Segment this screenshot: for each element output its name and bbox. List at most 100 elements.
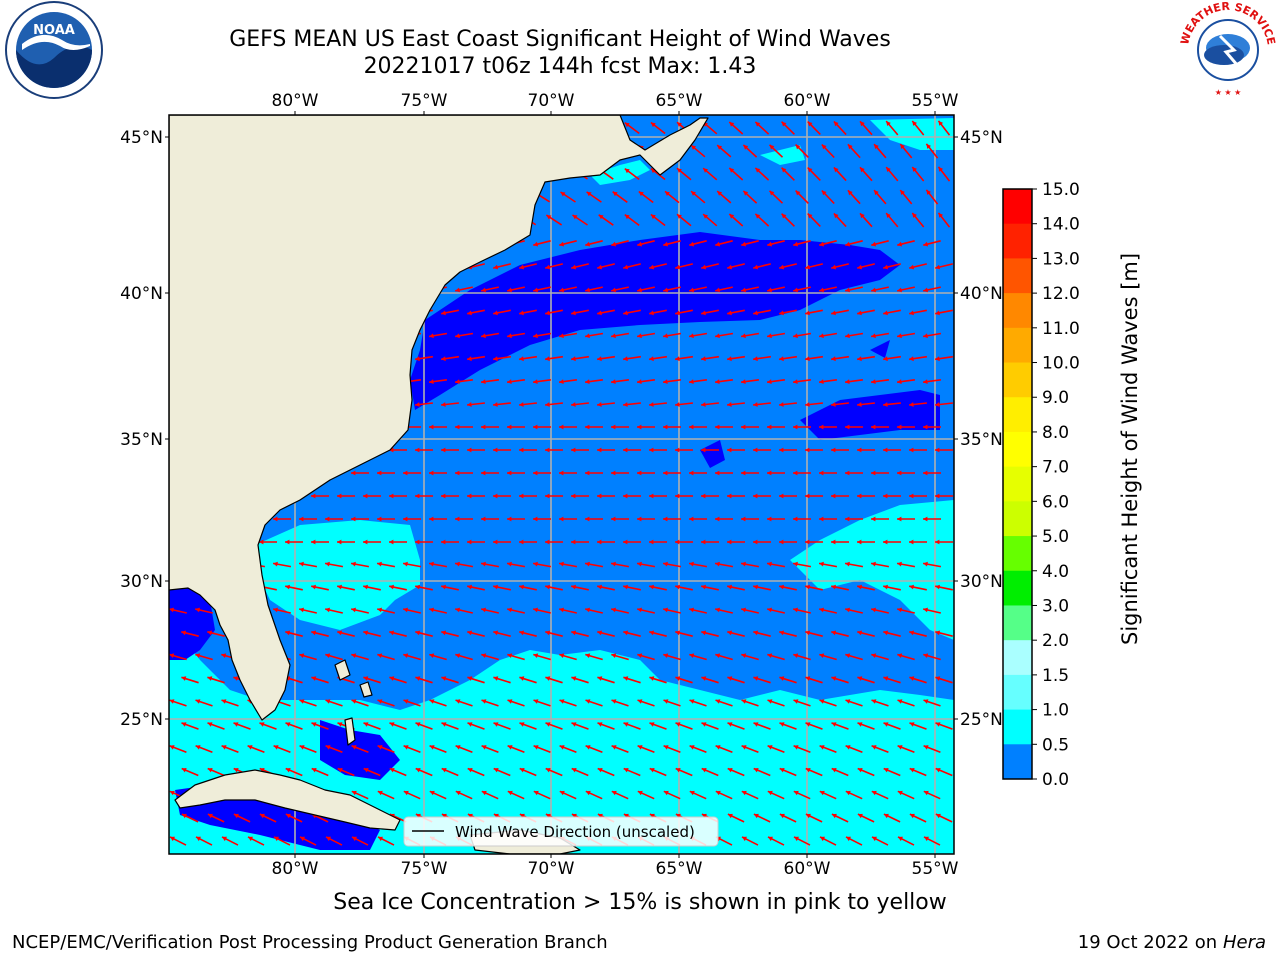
wave-direction-arrowhead bbox=[545, 402, 550, 407]
land-mass-4 bbox=[359, 681, 373, 698]
wave-direction-arrowhead bbox=[833, 167, 839, 173]
wave-direction-arrowhead bbox=[597, 539, 602, 545]
wave-direction-arrowhead bbox=[597, 722, 603, 727]
wave-direction-arrowhead bbox=[233, 768, 239, 773]
wave-direction-arrowhead bbox=[441, 676, 447, 681]
wave-direction-arrowhead bbox=[545, 539, 550, 545]
wave-direction-arrowhead bbox=[909, 402, 914, 407]
wave-direction-arrowhead bbox=[727, 356, 732, 362]
wave-direction-arrowhead bbox=[285, 630, 291, 636]
wave-direction-arrowhead bbox=[351, 745, 357, 750]
wave-direction-arrowhead bbox=[677, 122, 682, 127]
wave-direction-arrowhead bbox=[519, 264, 525, 270]
wave-direction-arrowhead bbox=[429, 470, 434, 476]
wave-direction-arrowhead bbox=[585, 424, 590, 430]
wave-direction-arrowhead bbox=[753, 310, 758, 316]
wave-direction-arrowhead bbox=[481, 424, 486, 430]
wave-direction-arrowhead bbox=[753, 356, 758, 362]
wave-direction-arrowhead bbox=[897, 607, 902, 613]
wave-direction-arrowhead bbox=[715, 790, 721, 796]
wave-direction-arrowhead bbox=[403, 699, 409, 704]
wave-direction-arrowhead bbox=[675, 813, 681, 819]
wave-band-1-1p5-1 bbox=[255, 520, 420, 630]
wave-direction-arrowhead bbox=[675, 768, 681, 773]
lon-label-bottom: 75°W bbox=[401, 859, 448, 879]
wave-direction-arrowhead bbox=[493, 584, 498, 590]
wave-direction-arrowhead bbox=[715, 699, 721, 704]
wave-direction-arrowhead bbox=[805, 584, 810, 590]
wave-direction-arrowhead bbox=[403, 561, 408, 567]
wave-direction-arrowhead bbox=[886, 167, 891, 172]
wave-direction-arrowhead bbox=[923, 561, 928, 567]
wave-direction-arrowhead bbox=[871, 379, 876, 384]
wave-direction-arrowhead bbox=[415, 493, 420, 499]
wave-direction-arrowhead bbox=[663, 699, 669, 704]
wave-direction-arrowhead bbox=[637, 607, 642, 613]
wave-direction-arrowhead bbox=[755, 121, 761, 127]
wave-direction-arrowhead bbox=[378, 836, 383, 842]
wave-direction-arrowhead bbox=[429, 653, 435, 658]
wave-direction-arrowhead bbox=[493, 768, 499, 773]
wave-direction-arrowhead bbox=[689, 241, 695, 247]
wave-direction-arrowhead bbox=[559, 424, 564, 430]
wave-direction-arrowhead bbox=[455, 699, 461, 704]
colorbar-segment bbox=[1003, 223, 1032, 259]
wave-direction-arrowhead bbox=[571, 356, 576, 362]
wave-direction-arrowhead bbox=[874, 144, 879, 150]
wave-direction-arrowhead bbox=[207, 676, 213, 681]
wave-direction-arrowhead bbox=[637, 745, 643, 750]
wave-direction-arrowhead bbox=[650, 122, 656, 128]
wave-direction-arrowhead bbox=[769, 144, 775, 150]
wave-direction-arrowhead bbox=[857, 676, 863, 681]
wave-direction-arrowhead bbox=[831, 676, 837, 681]
wave-direction-arrowhead bbox=[389, 584, 394, 590]
wave-direction-arrowhead bbox=[819, 516, 824, 522]
wave-direction-arrowhead bbox=[845, 379, 850, 384]
wave-direction-arrowhead bbox=[299, 653, 305, 658]
wave-direction-arrowhead bbox=[181, 722, 187, 727]
wave-direction-arrowhead bbox=[805, 722, 811, 727]
wave-direction-arrowhead bbox=[805, 676, 811, 681]
wave-direction-arrowhead bbox=[897, 790, 903, 796]
wave-direction-arrowhead bbox=[351, 470, 356, 476]
wave-direction-arrowhead bbox=[743, 190, 749, 196]
sea-ice-caption: Sea Ice Concentration > 15% is shown in … bbox=[333, 890, 947, 915]
wave-direction-arrowhead bbox=[545, 768, 551, 773]
wave-direction-arrowhead bbox=[429, 424, 434, 430]
wave-direction-arrowhead bbox=[222, 836, 227, 842]
wave-direction-arrowhead bbox=[325, 699, 331, 704]
nws-logo: WEATHER SERVICE ★ ★ ★ bbox=[1178, 0, 1278, 97]
wave-direction-arrowhead bbox=[779, 584, 784, 590]
colorbar-tick-label: 0.5 bbox=[1042, 735, 1069, 755]
wave-direction-arrowhead bbox=[389, 493, 394, 499]
wave-direction-arrowhead bbox=[507, 607, 512, 613]
wave-direction-arrowhead bbox=[831, 539, 836, 545]
wave-direction-arrowhead bbox=[805, 356, 810, 362]
wave-direction-arrowhead bbox=[845, 745, 851, 750]
wave-direction-arrowhead bbox=[871, 653, 877, 658]
wave-direction-arrowhead bbox=[481, 745, 487, 750]
wave-direction-arrowhead bbox=[741, 699, 747, 704]
wave-direction-arrowhead bbox=[363, 630, 369, 636]
lat-label-left: 40°N bbox=[120, 284, 163, 304]
wave-direction-arrowhead bbox=[793, 561, 798, 567]
wave-direction-arrowhead bbox=[273, 561, 278, 567]
wave-direction-arrowhead bbox=[337, 539, 342, 545]
wave-direction-arrowhead bbox=[900, 144, 905, 149]
wave-direction-arrowhead bbox=[701, 630, 707, 636]
wave-direction-arrowhead bbox=[429, 561, 434, 567]
wave-direction-arrowhead bbox=[623, 402, 628, 407]
colorbar-segment bbox=[1003, 431, 1032, 468]
wave-direction-arrowhead bbox=[377, 699, 383, 704]
wave-direction-arrowhead bbox=[455, 287, 460, 293]
wave-direction-arrowhead bbox=[299, 561, 304, 567]
lat-label-left: 45°N bbox=[120, 128, 163, 148]
wave-direction-arrowhead bbox=[727, 493, 732, 499]
wave-direction-arrowhead bbox=[571, 402, 576, 407]
wave-direction-arrowhead bbox=[507, 790, 513, 796]
wave-direction-arrowhead bbox=[715, 470, 720, 476]
wave-direction-arrowhead bbox=[663, 333, 668, 339]
wave-direction-arrowhead bbox=[207, 768, 213, 773]
wave-direction-arrowhead bbox=[897, 287, 902, 293]
wave-direction-arrowhead bbox=[935, 447, 940, 453]
